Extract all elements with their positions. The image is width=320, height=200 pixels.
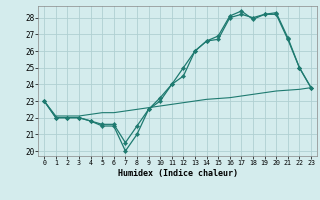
X-axis label: Humidex (Indice chaleur): Humidex (Indice chaleur): [118, 169, 238, 178]
